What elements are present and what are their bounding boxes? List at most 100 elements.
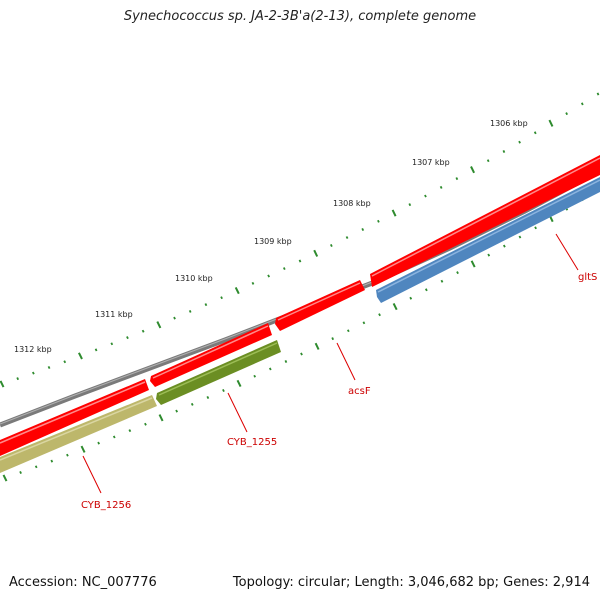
outer-ruler-tick (470, 166, 475, 174)
scale-label-1307: 1307 kbp (412, 158, 450, 167)
gene-CYB_1255-forward-shine (152, 325, 269, 379)
inner-ruler-tick (66, 453, 69, 457)
inner-ruler-tick (190, 402, 194, 406)
scale-label-1311: 1311 kbp (95, 310, 133, 319)
outer-ruler-tick (377, 219, 380, 223)
outer-ruler-tick (391, 209, 397, 217)
outer-ruler-tick (580, 102, 584, 106)
gene-gltS-forward[interactable] (370, 155, 600, 287)
inner-ruler-tick (470, 260, 476, 268)
inner-ruler-tick (456, 271, 459, 275)
outer-ruler-tick (361, 227, 365, 232)
outer-ruler-tick (408, 203, 412, 207)
gltS-leader-line (555, 233, 579, 271)
inner-ruler-tick (222, 388, 225, 393)
outer-ruler-tick (313, 249, 319, 257)
inner-ruler-tick (206, 395, 210, 400)
inner-ruler-tick (253, 374, 257, 378)
outer-ruler-tick (298, 259, 302, 263)
gene-acsF-forward[interactable] (275, 280, 365, 331)
accession-text: Accession: NC_007776 (9, 575, 157, 590)
genome-summary-text: Topology: circular; Length: 3,046,682 bp… (232, 575, 590, 590)
outer-ruler-tick (251, 281, 255, 285)
inner-ruler-tick (112, 435, 116, 439)
gene-gltS-reverse[interactable] (376, 177, 600, 303)
acsF-leader-line (336, 342, 356, 381)
outer-ruler-tick (424, 194, 427, 198)
outer-ruler-tick (126, 336, 129, 340)
outer-ruler-tick (220, 296, 223, 300)
outer-ruler-tick (173, 316, 176, 320)
inner-ruler-tick (50, 459, 54, 463)
outer-ruler-tick (345, 236, 349, 240)
CYB_1255-leader-line (227, 392, 248, 433)
scale-label-1306: 1306 kbp (490, 119, 528, 128)
scale-label-1309: 1309 kbp (254, 237, 292, 246)
outer-ruler-tick (94, 348, 98, 352)
outer-ruler-tick (204, 303, 208, 307)
gene-acsF-forward-shine (277, 282, 361, 321)
inner-ruler-tick (424, 288, 428, 292)
outer-ruler-tick (267, 274, 271, 278)
gene-label-acsF[interactable]: acsF (348, 386, 371, 397)
inner-ruler-tick (2, 474, 8, 482)
gene-CYB_1256-reverse-shine (0, 397, 153, 461)
gene-CYB_1256-reverse[interactable] (0, 395, 157, 473)
inner-ruler-tick (175, 409, 179, 413)
gene-label-CYB_1255[interactable]: CYB_1255 (227, 437, 277, 448)
inner-ruler-tick (268, 367, 272, 371)
outer-ruler-tick (47, 365, 51, 370)
outer-ruler-tick (455, 177, 459, 181)
inner-ruler-tick (378, 313, 381, 317)
inner-ruler-tick (534, 226, 537, 230)
inner-ruler-tick (97, 441, 100, 445)
outer-ruler-tick (0, 380, 5, 388)
outer-ruler-tick (329, 243, 333, 248)
outer-ruler-tick (533, 131, 537, 135)
inner-ruler-tick (284, 360, 288, 363)
inner-ruler-tick (80, 445, 86, 453)
inner-ruler-tick (34, 465, 38, 469)
inner-ruler-tick (144, 422, 147, 426)
outer-ruler-tick (439, 185, 443, 189)
outer-ruler-tick (486, 159, 490, 163)
inner-ruler-tick (409, 296, 413, 300)
outer-ruler-tick (234, 286, 240, 295)
outer-ruler-tick (518, 140, 521, 144)
outer-ruler-tick (16, 377, 20, 381)
inner-ruler-tick (300, 352, 303, 356)
outer-ruler-tick (63, 360, 67, 364)
outer-ruler-tick (282, 267, 286, 270)
gene-CYB_1256-forward-shine (0, 381, 146, 444)
inner-ruler-tick (19, 471, 22, 474)
inner-ruler-tick (502, 244, 506, 248)
outer-ruler-tick (78, 352, 83, 360)
outer-ruler-tick (188, 310, 192, 313)
CYB_1256-leader-line (82, 455, 102, 494)
gene-CYB_1256-forward[interactable] (0, 379, 149, 456)
outer-ruler-tick (596, 92, 600, 96)
inner-ruler-tick (487, 253, 491, 257)
inner-ruler-tick (236, 379, 242, 388)
scale-label-1308: 1308 kbp (333, 199, 371, 208)
inner-ruler-tick (346, 329, 350, 333)
gene-label-gltS[interactable]: gltS (578, 272, 597, 283)
gene-CYB_1255-forward[interactable] (150, 323, 272, 387)
outer-ruler-tick (565, 112, 568, 116)
inner-ruler-tick (331, 337, 335, 341)
outer-ruler-tick (31, 371, 35, 375)
inner-ruler-tick (314, 342, 320, 350)
inner-ruler-tick (362, 321, 366, 325)
outer-ruler-tick (156, 321, 162, 329)
scale-label-1310: 1310 kbp (175, 274, 213, 283)
outer-ruler-tick (502, 150, 506, 153)
inner-ruler-tick (518, 235, 522, 239)
gene-CYB_1255-reverse-shine (158, 342, 278, 396)
outer-ruler-tick (141, 329, 145, 333)
outer-ruler-tick (548, 119, 554, 127)
scale-label-1312: 1312 kbp (14, 345, 52, 354)
gene-label-CYB_1256[interactable]: CYB_1256 (81, 500, 131, 511)
gene-CYB_1255-reverse[interactable] (156, 340, 281, 405)
inner-ruler-tick (128, 429, 132, 433)
